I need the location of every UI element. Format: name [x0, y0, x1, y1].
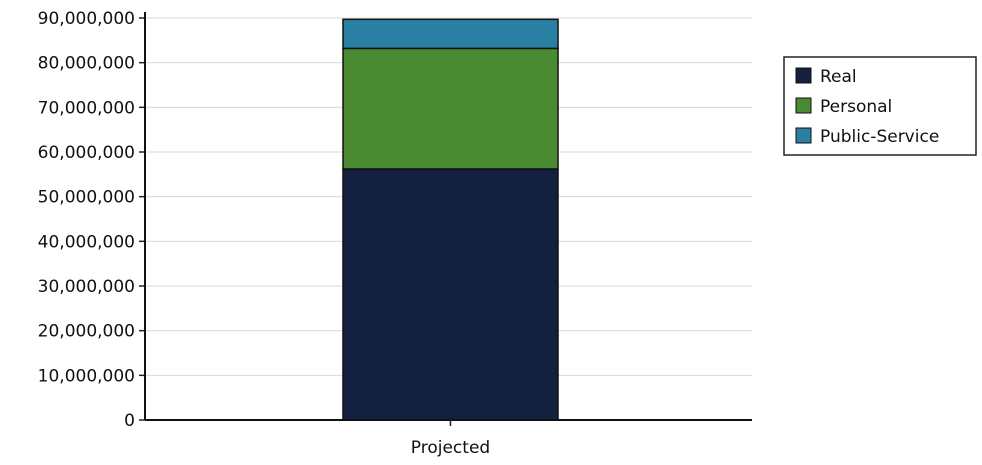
- legend-swatch: [795, 127, 812, 144]
- y-tick-label: 30,000,000: [38, 277, 135, 297]
- x-axis-tick-labels: Projected: [411, 438, 490, 458]
- bar-segment-personal: [342, 47, 559, 170]
- y-tick-label: 90,000,000: [38, 9, 135, 29]
- axes: [139, 12, 752, 426]
- y-tick-label: 20,000,000: [38, 322, 135, 342]
- legend-label: Real: [820, 67, 857, 87]
- y-tick-label: 80,000,000: [38, 54, 135, 74]
- legend-label: Personal: [820, 97, 892, 117]
- y-tick-label: 0: [124, 411, 135, 431]
- y-tick-label: 10,000,000: [38, 366, 135, 386]
- legend-label: Public-Service: [820, 127, 939, 147]
- y-tick-label: 50,000,000: [38, 188, 135, 208]
- y-tick-label: 60,000,000: [38, 143, 135, 163]
- y-tick-label: 70,000,000: [38, 98, 135, 118]
- legend-box: [783, 56, 977, 156]
- legend-swatch: [795, 67, 812, 84]
- bar-segment-real: [342, 168, 559, 421]
- y-tick-label: 40,000,000: [38, 232, 135, 252]
- x-tick-label: Projected: [411, 438, 490, 458]
- bar-segment-public-service: [342, 18, 559, 50]
- bar-stack: [342, 18, 559, 421]
- legend: Real Personal Public-Service: [783, 56, 977, 156]
- legend-swatch: [795, 97, 812, 114]
- y-axis-tick-labels: 0 10,000,000 20,000,000 30,000,000 40,000,00…: [38, 9, 135, 431]
